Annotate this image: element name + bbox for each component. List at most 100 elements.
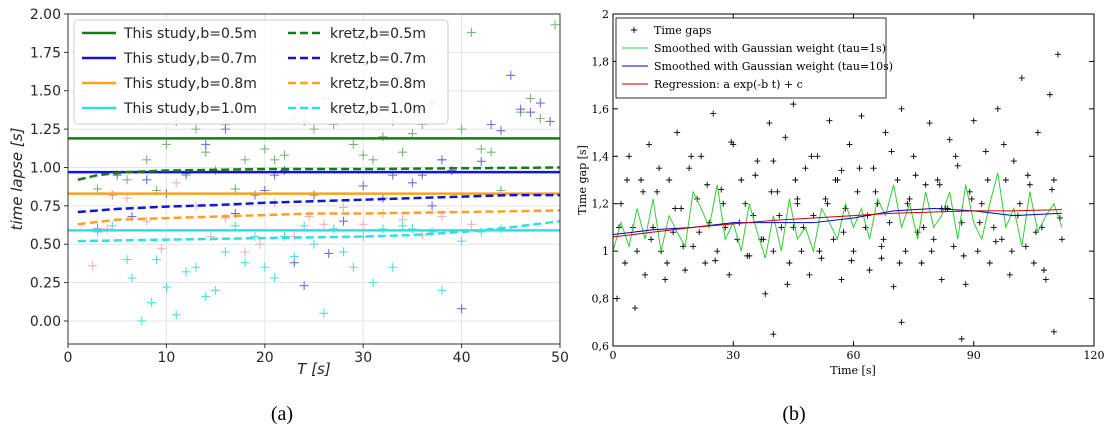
x-axis-label-a: T [s]: [297, 360, 331, 378]
x-tick-label: 120: [1084, 349, 1105, 362]
x-tick-label: 0: [610, 349, 617, 362]
scatter-point: [201, 291, 211, 301]
scatter-point: [457, 124, 467, 134]
x-ticks-b: 0 30 60 90 120: [610, 14, 1105, 362]
time-gap-point: [624, 177, 631, 183]
time-gap-point: [934, 177, 941, 183]
time-gap-point: [866, 267, 873, 274]
scatter-point: [230, 221, 240, 231]
time-gap-point: [738, 177, 745, 183]
time-gap-point: [856, 165, 863, 172]
time-gap-point: [896, 260, 903, 266]
time-gap-point: [638, 177, 645, 183]
scatter-point: [299, 221, 309, 231]
y-tick-label: 1.00: [30, 160, 61, 176]
scatter-point: [378, 224, 388, 234]
legend-label: kretz,b=0.7m: [330, 51, 426, 67]
series-lines-b: [612, 172, 1063, 259]
scatter-point: [535, 113, 545, 123]
scatter-point: [260, 144, 270, 154]
time-gap-point: [784, 281, 791, 288]
scatter-point: [525, 107, 535, 117]
scatter-point: [466, 27, 476, 37]
scatter-point: [201, 147, 211, 157]
y-tick-label: 1,2: [592, 198, 610, 211]
y-tick-label: 0,6: [592, 340, 610, 353]
scatter-point: [270, 273, 280, 283]
legend-label: This study,b=0.5m: [123, 26, 257, 42]
scatter-point: [486, 120, 496, 130]
x-tick-label: 0: [64, 350, 73, 366]
scatter-point: [240, 247, 250, 257]
scatter-point: [270, 155, 280, 165]
time-gap-point: [710, 110, 717, 117]
time-gap-point: [672, 205, 679, 212]
x-tick-label: 10: [157, 350, 175, 366]
caption-a: (a): [271, 403, 293, 425]
time-gap-point: [1022, 243, 1029, 250]
y-tick-label: 0,8: [592, 293, 610, 306]
scatter-point: [324, 248, 334, 258]
series-line: [77, 219, 561, 243]
time-gap-point: [806, 271, 813, 278]
time-gap-point: [808, 153, 815, 160]
time-gap-point: [762, 290, 769, 297]
time-gap-point: [920, 224, 927, 231]
legend-box-b: [615, 17, 887, 99]
y-tick-label: 1,8: [592, 55, 610, 68]
scatter-point: [358, 219, 368, 229]
time-gap-point: [656, 165, 663, 172]
y-tick-label: 1: [602, 245, 609, 258]
time-gap-point: [1034, 129, 1041, 136]
scatter-point: [368, 155, 378, 165]
time-gap-point: [832, 177, 839, 183]
scatter-point: [476, 144, 486, 154]
time-gap-point: [906, 195, 913, 202]
y-ticks-a: 0.00 0.25 0.50 0.75 1.00 1.25 1.50 1.75 2.00: [30, 7, 68, 330]
time-gap-point: [922, 181, 929, 188]
scatter-point: [220, 124, 230, 134]
time-gap-point: [858, 112, 865, 119]
x-tick-label: 90: [967, 349, 981, 362]
scatter-point: [122, 193, 132, 203]
scatter-point: [378, 132, 388, 142]
legend-label: This study,b=0.7m: [123, 51, 257, 67]
time-gap-point: [666, 177, 673, 183]
x-axis-label-b: Time [s]: [830, 364, 876, 377]
time-gap-point: [818, 255, 825, 262]
time-gap-point: [944, 205, 951, 212]
scatter-point: [279, 150, 289, 160]
time-gap-point: [952, 153, 959, 160]
time-gap-point: [882, 129, 889, 136]
time-gap-point: [870, 165, 877, 172]
scatter-point: [319, 219, 329, 229]
time-gap-point: [778, 224, 785, 231]
scatter-point: [437, 212, 447, 222]
scatter-point: [122, 255, 132, 265]
scatter-point: [457, 304, 467, 314]
time-gap-point: [690, 243, 697, 250]
time-gap-point: [634, 248, 641, 255]
time-gap-point: [888, 148, 895, 155]
time-gap-point: [886, 219, 893, 226]
x-ticks-a: 0 10 20 30 40 50: [64, 344, 569, 366]
time-gap-point: [798, 248, 805, 255]
legend-label: Time gaps: [654, 24, 712, 37]
time-gap-point: [850, 248, 857, 255]
time-gap-point: [992, 238, 999, 245]
scatter-point: [309, 190, 319, 200]
x-tick-label: 40: [453, 350, 471, 366]
legend-label: kretz,b=0.5m: [330, 26, 426, 42]
scatter-point: [550, 20, 560, 30]
scatter-point: [398, 147, 408, 157]
time-gap-point: [770, 331, 777, 338]
time-gap-point: [782, 134, 789, 141]
time-gap-point: [720, 200, 727, 207]
time-gap-point: [1002, 177, 1009, 183]
scatter-point: [93, 227, 103, 237]
time-gap-point: [950, 243, 957, 250]
scatter-point: [220, 247, 230, 257]
time-gap-point: [938, 276, 945, 283]
scatter-point: [339, 202, 349, 212]
time-gap-point: [926, 120, 933, 127]
